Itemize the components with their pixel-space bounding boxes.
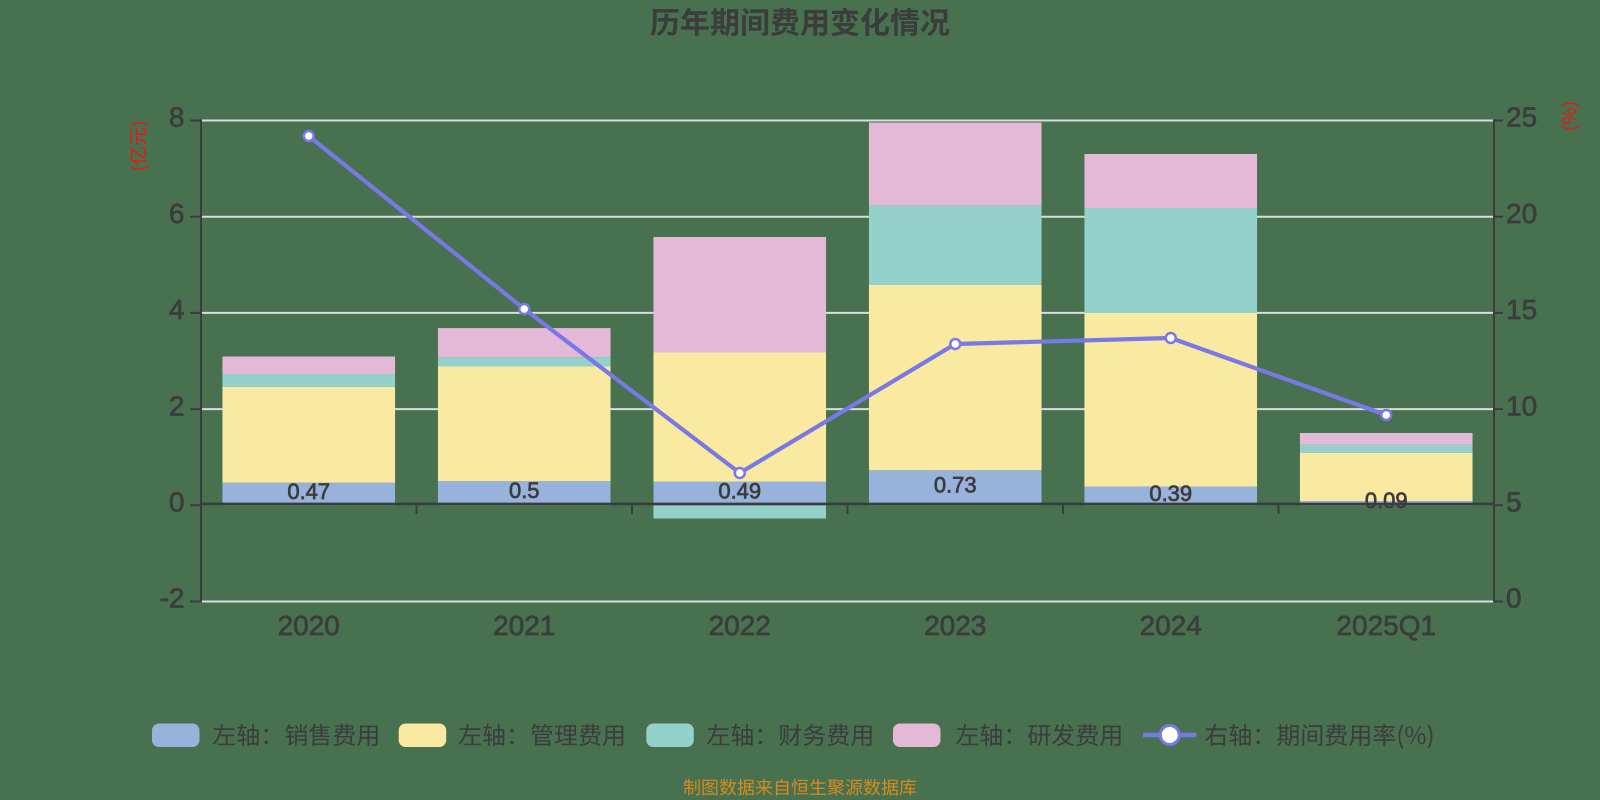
svg-text:0.49: 0.49: [718, 479, 761, 504]
svg-text:25: 25: [1506, 102, 1537, 133]
svg-text:10: 10: [1506, 390, 1537, 421]
svg-text:0.47: 0.47: [287, 479, 330, 504]
svg-text:2024: 2024: [1140, 610, 1202, 641]
svg-text:0: 0: [169, 487, 185, 518]
svg-text:-2: -2: [160, 583, 185, 614]
svg-text:5: 5: [1506, 487, 1522, 518]
svg-text:2023: 2023: [924, 610, 986, 641]
svg-text:0.39: 0.39: [1149, 481, 1192, 506]
svg-text:15: 15: [1506, 294, 1537, 325]
svg-text:20: 20: [1506, 198, 1537, 229]
svg-text:2021: 2021: [493, 610, 555, 641]
svg-text:0.09: 0.09: [1365, 488, 1408, 513]
svg-text:6: 6: [169, 198, 185, 229]
svg-text:0.5: 0.5: [509, 478, 540, 503]
svg-text:0.73: 0.73: [934, 473, 977, 498]
svg-text:8: 8: [169, 102, 185, 133]
svg-text:2025Q1: 2025Q1: [1336, 610, 1436, 641]
svg-text:2: 2: [169, 390, 185, 421]
svg-text:2020: 2020: [278, 610, 340, 641]
svg-text:2022: 2022: [709, 610, 771, 641]
svg-text:0: 0: [1506, 583, 1522, 614]
svg-text:4: 4: [169, 294, 185, 325]
